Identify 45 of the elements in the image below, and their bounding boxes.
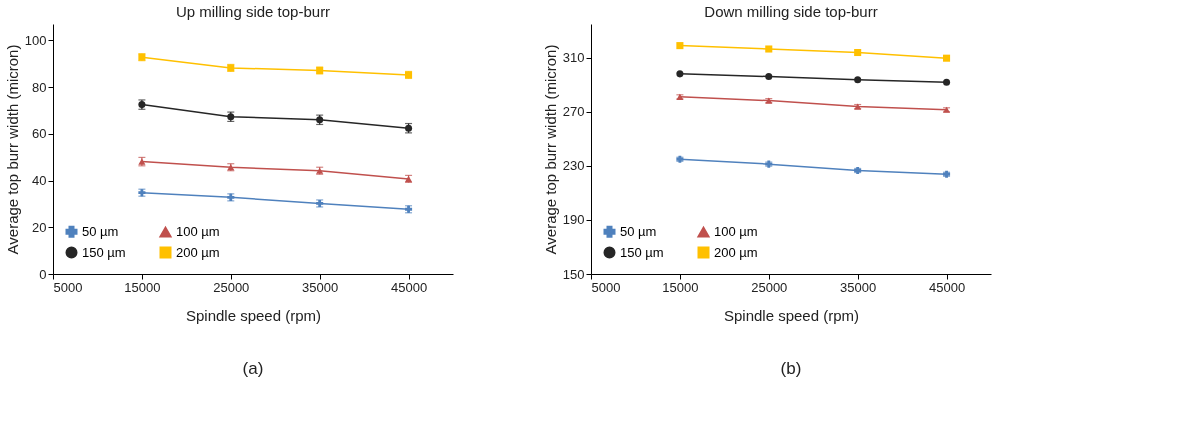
chart-title: Up milling side top-burr <box>175 3 331 20</box>
point <box>943 54 951 62</box>
x-tick-label: 35000 <box>302 279 339 295</box>
x-tick-label: 25000 <box>751 279 788 295</box>
y-tick-label: 230 <box>562 158 585 174</box>
point <box>943 78 951 86</box>
x-tick-label: 5000 <box>53 279 83 295</box>
x-tick-label: 15000 <box>662 279 699 295</box>
y-axis-title: Average top burr width (micron) <box>541 44 559 255</box>
y-tick-label: 150 <box>562 266 585 282</box>
x-tick-label: 15000 <box>124 279 161 295</box>
x-tick-label: 25000 <box>213 279 250 295</box>
x-tick-label: 5000 <box>591 279 621 295</box>
legend-label: 200 µm <box>176 244 220 260</box>
text: (b) <box>780 359 802 378</box>
point <box>765 73 773 81</box>
point <box>676 42 684 50</box>
x-axis-title: Spindle speed (rpm) <box>723 306 860 324</box>
y-tick-label: 20 <box>32 219 47 235</box>
x-axis-title: Spindle speed (rpm) <box>185 306 322 324</box>
y-tick-label: 270 <box>562 104 585 120</box>
point <box>854 48 862 57</box>
y-tick-label: 60 <box>32 126 47 142</box>
legend-label: 50 µm <box>82 223 119 239</box>
point <box>765 45 773 53</box>
x-tick-label: 35000 <box>840 279 877 295</box>
y-tick-label: 40 <box>32 173 47 189</box>
legend-label: 150 µm <box>620 244 664 260</box>
point <box>676 70 684 78</box>
legend-label: 100 µm <box>176 224 220 240</box>
x-tick-label: 45000 <box>390 279 428 295</box>
legend-label: 150 µm <box>82 244 126 260</box>
y-axis-title: Average top burr width (micron) <box>3 44 21 255</box>
legend-label: 200 µm <box>714 244 758 260</box>
text: (a) <box>242 359 264 378</box>
legend-label: 50 µm <box>620 223 657 239</box>
legend-label: 100 µm <box>714 224 758 240</box>
x-tick-label: 45000 <box>928 279 966 295</box>
y-tick-label: 100 <box>24 32 47 48</box>
chart-title: Down milling side top-burr <box>704 3 878 20</box>
y-tick-label: 190 <box>562 212 585 228</box>
point <box>854 76 862 84</box>
y-tick-label: 310 <box>562 50 585 66</box>
y-tick-label: 80 <box>32 79 47 95</box>
y-tick-label: 0 <box>39 266 47 282</box>
